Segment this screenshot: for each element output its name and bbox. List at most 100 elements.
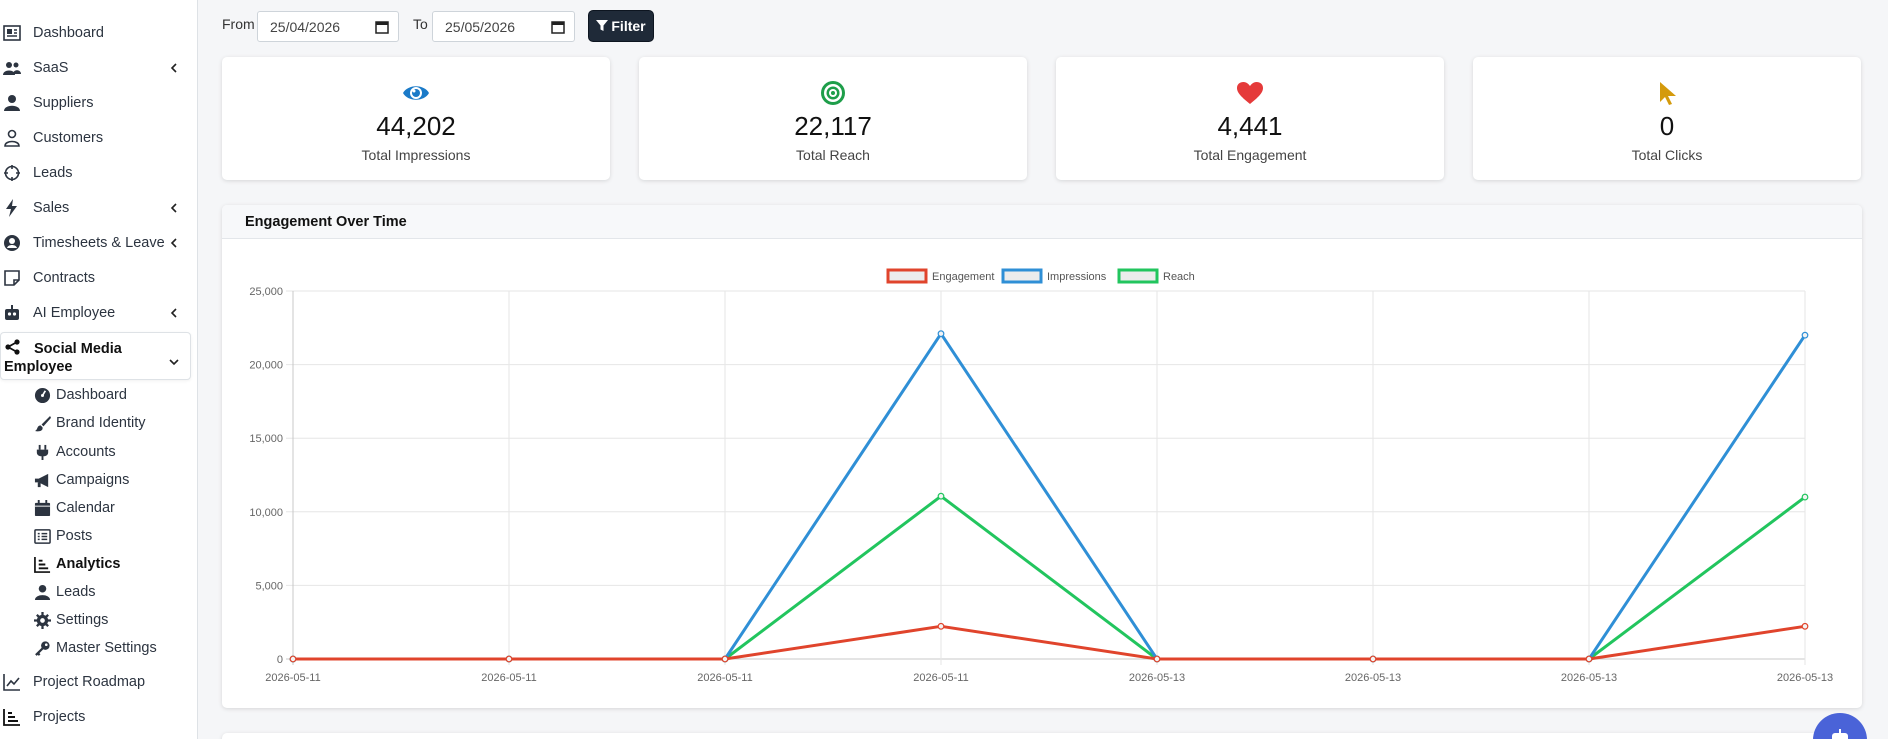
to-date-input[interactable]: 25/05/2026	[432, 11, 575, 42]
y-tick-label: 25,000	[249, 286, 283, 298]
dashboard-icon	[3, 24, 21, 42]
subnav-item-calendar[interactable]: Calendar	[33, 496, 115, 520]
x-tick-label: 2026-05-13	[1345, 672, 1401, 684]
users-icon	[33, 583, 52, 601]
subnav-item-label: Campaigns	[56, 472, 130, 488]
subnav-item-analytics[interactable]: Analytics	[33, 552, 120, 576]
chevron-left-icon	[168, 237, 180, 249]
subnav-item-label: Brand Identity	[56, 415, 146, 431]
panel-title: Engagement Over Time	[245, 214, 407, 230]
sidebar-item-label: Customers	[33, 130, 104, 146]
subnav-item-label: Dashboard	[56, 387, 127, 403]
gauge-icon	[33, 386, 52, 404]
subnav-item-accounts[interactable]: Accounts	[33, 440, 116, 464]
robot-icon	[3, 304, 21, 322]
stat-value: 4,441	[1217, 111, 1283, 141]
sidebar-item-label: Social Media	[34, 341, 122, 357]
sidebar-item-label: Project Roadmap	[33, 674, 146, 690]
data-point-reach	[1801, 493, 1809, 501]
legend-label: Engagement	[932, 271, 994, 283]
x-tick-label: 2026-05-13	[1777, 672, 1833, 684]
subnav-item-label: Settings	[56, 612, 109, 628]
sidebar-item-project-roadmap[interactable]: Project Roadmap	[0, 667, 190, 697]
subnav-item-brand-identity[interactable]: Brand Identity	[33, 411, 145, 435]
to-label: To	[413, 16, 428, 32]
sidebar-item-suppliers[interactable]: Suppliers	[0, 88, 190, 118]
calendar-icon	[33, 499, 52, 517]
x-tick-label: 2026-05-11	[481, 672, 536, 684]
sidebar-item-label: Timesheets & Leave	[33, 235, 165, 251]
sidebar-item-leads[interactable]: Leads	[0, 158, 190, 188]
x-tick-label: 2026-05-11	[697, 672, 752, 684]
series-line-impressions	[293, 332, 1807, 661]
subnav-item-dashboard[interactable]: Dashboard	[33, 383, 127, 407]
subnav-item-label: Master Settings	[56, 640, 157, 656]
subnav-item-settings[interactable]: Settings	[33, 608, 108, 632]
layers-icon	[3, 59, 21, 77]
y-tick-label: 20,000	[249, 360, 283, 372]
data-point-engagement	[937, 622, 945, 630]
y-tick-label: 5,000	[255, 580, 283, 592]
sidebar-item-saas[interactable]: SaaS	[0, 53, 190, 83]
bolt-icon	[3, 199, 21, 217]
robot-icon	[1829, 728, 1851, 739]
megaphone-icon	[33, 471, 52, 489]
sidebar-item-projects[interactable]: Projects	[0, 702, 190, 732]
calendar-icon[interactable]	[375, 20, 389, 34]
sidebar-item-timesheets-leave[interactable]: Timesheets & Leave	[0, 228, 190, 258]
y-tick-label: 15,000	[249, 433, 283, 445]
sidebar-item-customers[interactable]: Customers	[0, 123, 190, 153]
subnav-item-leads[interactable]: Leads	[33, 580, 96, 604]
chart-bar-icon	[33, 555, 52, 573]
calendar-icon[interactable]	[551, 20, 565, 34]
filter-button[interactable]: Filter	[588, 10, 654, 42]
heart-icon	[1236, 79, 1264, 107]
legend-item-impressions: Impressions	[1001, 268, 1107, 284]
key-icon	[33, 639, 52, 657]
data-point-engagement	[1369, 655, 1377, 663]
to-date-value: 25/05/2026	[445, 18, 516, 35]
legend-swatch	[1001, 268, 1043, 284]
data-point-engagement	[289, 655, 297, 663]
sidebar-item-label: Suppliers	[33, 95, 94, 111]
gear-icon	[33, 611, 52, 629]
data-point-engagement	[505, 655, 513, 663]
legend-label: Reach	[1163, 271, 1195, 283]
sidebar-item-label: Projects	[33, 709, 86, 725]
next-panel	[222, 733, 1862, 739]
chart-line-icon	[3, 673, 21, 691]
subnav-item-campaigns[interactable]: Campaigns	[33, 468, 129, 492]
cursor-icon	[1653, 79, 1681, 107]
funnel-icon	[596, 20, 609, 32]
chevron-left-icon	[168, 62, 180, 74]
stat-label: Total Reach	[796, 147, 870, 163]
sidebar-item-label: SaaS	[33, 60, 69, 76]
sidebar-item-social-media-employee[interactable]: Social Media Employee	[0, 332, 191, 380]
data-point-engagement	[1801, 622, 1809, 630]
line-chart: 0 5,000 10,000 15,000 20,000 25,000 2026-05-11…	[249, 268, 1833, 684]
chevron-down-icon	[168, 355, 180, 367]
data-point-engagement	[1153, 655, 1161, 663]
users-icon	[3, 94, 21, 112]
sidebar-item-sales[interactable]: Sales	[0, 193, 190, 223]
sidebar: Dashboard SaaS Suppliers Customers Leads Sale…	[0, 0, 198, 739]
legend-label: Impressions	[1047, 271, 1107, 283]
sidebar-item-label: Sales	[33, 200, 70, 216]
sidebar-item-label: Employee	[4, 359, 73, 375]
y-tick-label: 0	[277, 654, 283, 666]
user-circle-icon	[3, 234, 21, 252]
stat-value: 0	[1659, 111, 1675, 141]
assistant-bot-button[interactable]	[1813, 713, 1867, 739]
filter-button-label: Filter	[611, 18, 646, 34]
sidebar-item-label: Dashboard	[33, 25, 104, 41]
sidebar-item-ai-employee[interactable]: AI Employee	[0, 298, 190, 328]
target-icon	[819, 79, 847, 107]
legend-swatch	[886, 268, 928, 284]
subnav-item-posts[interactable]: Posts	[33, 524, 92, 548]
sidebar-item-contracts[interactable]: Contracts	[0, 263, 190, 293]
subnav-item-master-settings[interactable]: Master Settings	[33, 636, 157, 660]
legend-item-engagement: Engagement	[886, 268, 994, 284]
sidebar-item-dashboard[interactable]: Dashboard	[0, 18, 190, 48]
chevron-left-icon	[168, 307, 180, 319]
from-date-input[interactable]: 25/04/2026	[257, 11, 399, 42]
